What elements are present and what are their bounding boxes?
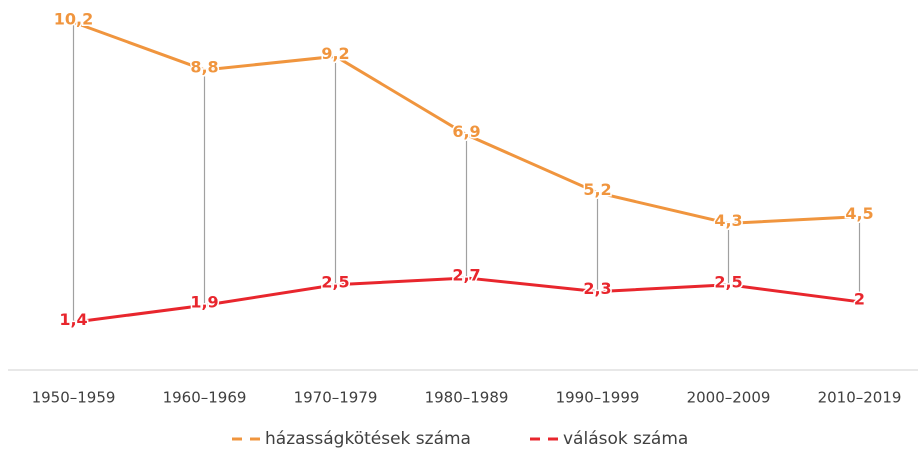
data-label: 4,5 — [845, 204, 873, 223]
x-tick-label: 1980–1989 — [425, 389, 509, 407]
series-line — [73, 276, 860, 324]
data-label: 2 — [854, 289, 865, 308]
x-tick-label: 1990–1999 — [556, 389, 640, 407]
data-label: 2,5 — [714, 272, 742, 291]
data-label: 8,8 — [190, 57, 218, 76]
legend-label: válások száma — [563, 429, 688, 449]
legend-label: házasságkötések száma — [265, 429, 471, 449]
data-label: 9,2 — [321, 44, 349, 63]
data-label: 2,5 — [321, 272, 349, 291]
x-tick-label: 2000–2009 — [687, 389, 771, 407]
series-line — [72, 20, 860, 225]
data-label: 4,3 — [714, 211, 742, 230]
data-label: 5,2 — [583, 180, 611, 199]
x-tick-label: 1970–1979 — [294, 389, 378, 407]
data-label: 2,7 — [452, 265, 480, 284]
x-tick-label: 1950–1959 — [32, 389, 116, 407]
data-label: 6,9 — [452, 122, 480, 141]
x-tick-label: 2010–2019 — [818, 389, 902, 407]
data-label: 2,3 — [583, 279, 611, 298]
x-tick-label: 1960–1969 — [163, 389, 247, 407]
data-label: 1,4 — [59, 310, 87, 329]
data-label: 10,2 — [54, 10, 93, 29]
data-label: 1,9 — [190, 293, 218, 312]
